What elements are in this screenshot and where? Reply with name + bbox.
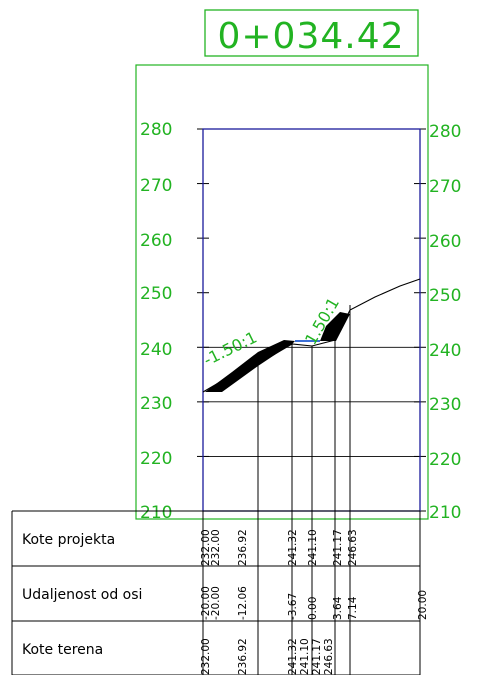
left-tick-label-210: 210 [140, 503, 172, 523]
value-projekta-5: 241.17 [332, 529, 344, 566]
data-table [11, 510, 421, 675]
value-terena-3: 241.32 [287, 638, 299, 675]
right-tick-label-280: 280 [429, 122, 461, 142]
value-projekta-0: 232.00 [200, 529, 212, 566]
left-tick-label-270: 270 [140, 176, 172, 196]
left-tick-label-250: 250 [140, 284, 172, 304]
right-tick-label-270: 270 [429, 177, 461, 197]
right-tick-label-220: 220 [429, 450, 461, 470]
right-tick-label-230: 230 [429, 395, 461, 415]
left-tick-label-240: 240 [140, 340, 172, 360]
value-udaljenost-0: -20.00 [200, 586, 212, 620]
value-terena-2: 236.92 [237, 638, 249, 675]
table-values: 232.00 -20.00 232.00 232.00 -20.00 236.9… [200, 529, 429, 675]
right-tick-label-260: 260 [429, 232, 461, 252]
right-tick-label-240: 240 [429, 341, 461, 361]
station-label: 0+034.42 [217, 16, 404, 57]
value-udaljenost-1: -20.00 [210, 586, 222, 620]
value-terena-4: 241.10 [299, 638, 311, 675]
value-terena-6: 246.63 [323, 638, 335, 675]
left-tick-label-220: 220 [140, 449, 172, 469]
value-udaljenost-6: 7.14 [347, 596, 359, 620]
left-elevation-axis: 280 270 260 250 240 230 220 210 [140, 120, 172, 523]
right-elevation-axis: 280 270 260 250 240 230 220 210 [429, 122, 461, 523]
row-label-kote-terena: Kote terena [22, 642, 103, 658]
value-projekta-2: 236.92 [237, 529, 249, 566]
left-tick-label-280: 280 [140, 120, 172, 140]
right-cut-wedge [320, 312, 350, 341]
left-tick-label-260: 260 [140, 231, 172, 251]
left-fill-wedge [205, 340, 295, 392]
right-tick-label-210: 210 [429, 503, 461, 523]
row-label-udaljenost-od-osi: Udaljenost od osi [22, 587, 142, 603]
value-udaljenost-3: -3.67 [287, 593, 299, 620]
station-label-box [204, 9, 419, 57]
value-udaljenost-4: 0.00 [307, 597, 319, 620]
value-udaljenost-5: 3.64 [332, 596, 344, 620]
value-projekta-6: 246.63 [347, 529, 359, 566]
value-projekta-4: 241.10 [307, 529, 319, 566]
value-udaljenost-2: -12.06 [237, 586, 249, 620]
value-terena-0: 232.00 [200, 638, 212, 675]
value-projekta-3: 241.32 [287, 529, 299, 566]
section-frame [135, 64, 429, 520]
value-terena-5: 241.17 [311, 638, 323, 675]
right-tick-label-250: 250 [429, 286, 461, 306]
row-label-kote-projekta: Kote projekta [22, 532, 115, 548]
value-udaljenost-7: 20.00 [417, 590, 429, 620]
left-tick-label-230: 230 [140, 394, 172, 414]
value-projekta-1: 232.00 [210, 529, 222, 566]
